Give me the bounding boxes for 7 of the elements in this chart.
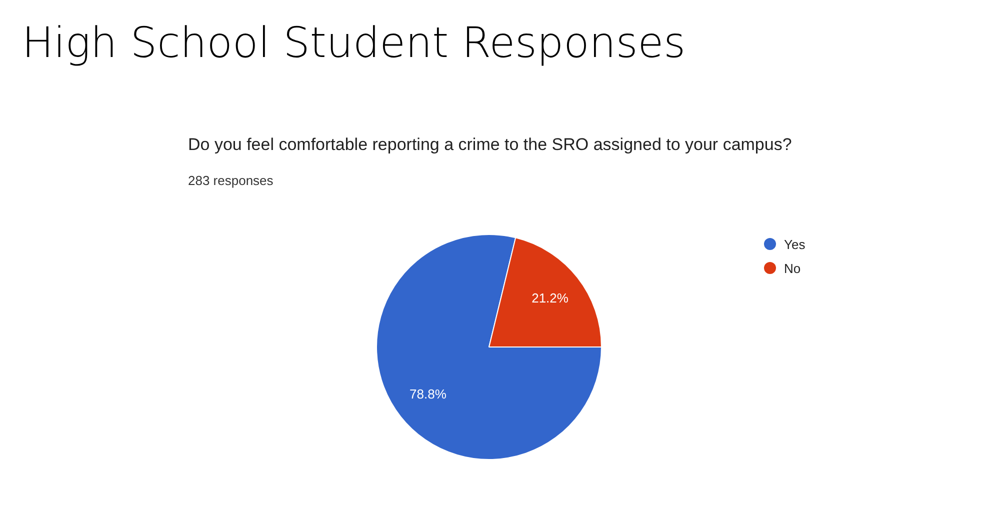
chart-subtitle: Do you feel comfortable reporting a crime to the SRO assigned to your campus?	[188, 135, 792, 155]
chart-title: High School Student Responses	[22, 18, 686, 67]
text: 283 responses	[188, 173, 274, 188]
data-label: 21.2%	[532, 290, 569, 306]
legend-label: No	[784, 260, 801, 276]
legend-label: Yes	[784, 236, 806, 252]
data-label: 78.8%	[410, 386, 447, 402]
